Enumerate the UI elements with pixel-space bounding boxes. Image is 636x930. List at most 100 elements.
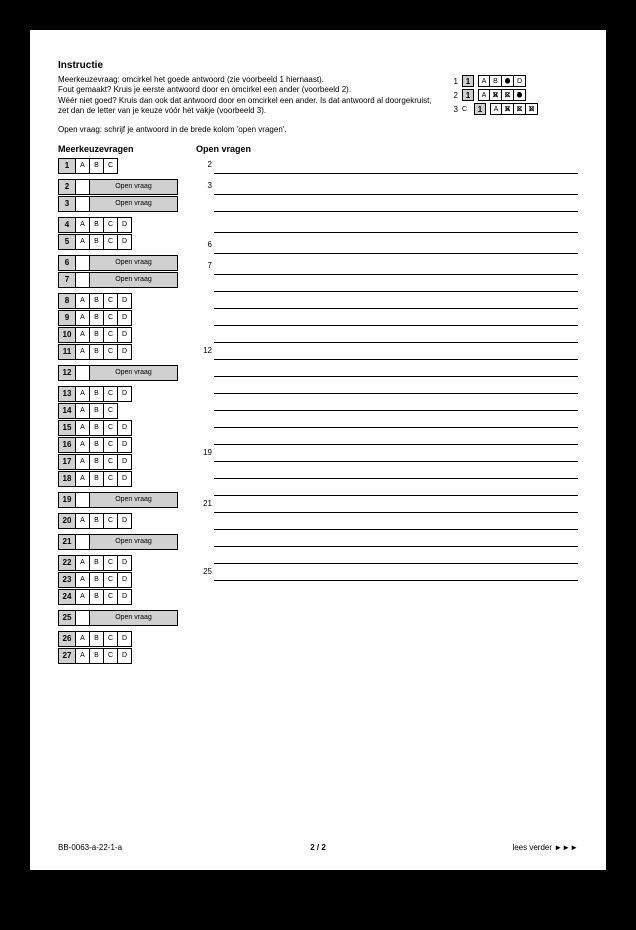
answer-cell-d[interactable]: D	[118, 631, 132, 647]
answer-cell-c[interactable]: C	[104, 327, 118, 343]
answer-cell-a[interactable]: A	[76, 403, 90, 419]
answer-cell-b[interactable]: B	[90, 310, 104, 326]
open-answer-line[interactable]	[214, 514, 578, 530]
answer-cell-c[interactable]: C	[104, 589, 118, 605]
answer-cell-d[interactable]: D	[118, 513, 132, 529]
answer-cell-c[interactable]: C	[104, 631, 118, 647]
answer-cell-b[interactable]: B	[90, 513, 104, 529]
answer-cell-a[interactable]: A	[76, 555, 90, 571]
answer-cell-c[interactable]: C	[104, 217, 118, 233]
answer-cell-b[interactable]: B	[90, 234, 104, 250]
answer-cell-c[interactable]: C	[104, 648, 118, 664]
answer-cell-a[interactable]: A	[76, 471, 90, 487]
answer-cell-d[interactable]: D	[118, 386, 132, 402]
answer-cell-c[interactable]: C	[104, 454, 118, 470]
answer-cell-b[interactable]: B	[90, 471, 104, 487]
answer-cell-d[interactable]: D	[118, 572, 132, 588]
answer-cell-a[interactable]: A	[76, 234, 90, 250]
open-answer-line[interactable]	[214, 395, 578, 411]
answer-cell-c[interactable]: C	[104, 310, 118, 326]
answer-cell-b[interactable]: B	[90, 158, 104, 174]
answer-cell-d[interactable]: D	[118, 454, 132, 470]
answer-cell-a[interactable]: A	[76, 217, 90, 233]
open-answer-line[interactable]	[214, 531, 578, 547]
answer-cell-a[interactable]: A	[76, 310, 90, 326]
answer-cell-a[interactable]: A	[76, 386, 90, 402]
answer-cell-d[interactable]: D	[118, 420, 132, 436]
answer-cell-a[interactable]: A	[76, 513, 90, 529]
open-answer-line[interactable]	[214, 179, 578, 195]
open-answer-line[interactable]	[214, 276, 578, 292]
answer-cell-b[interactable]: B	[90, 327, 104, 343]
answer-cell-c[interactable]: C	[104, 513, 118, 529]
columns: Meerkeuzevragen 1ABC2Open vraag3Open vra…	[58, 144, 578, 665]
answer-cell-b[interactable]: B	[90, 631, 104, 647]
answer-cell-b[interactable]: B	[90, 572, 104, 588]
open-answer-line[interactable]	[214, 378, 578, 394]
answer-cell-b[interactable]: B	[90, 648, 104, 664]
answer-cell-a[interactable]: A	[76, 454, 90, 470]
open-answer-line[interactable]	[214, 412, 578, 428]
answer-cell-c[interactable]: C	[104, 234, 118, 250]
answer-cell-b[interactable]: B	[90, 420, 104, 436]
answer-cell-c[interactable]: C	[104, 344, 118, 360]
open-answer-line[interactable]	[214, 238, 578, 254]
answer-cell-a[interactable]: A	[76, 589, 90, 605]
open-answer-line[interactable]	[214, 259, 578, 275]
answer-cell-c[interactable]: C	[104, 555, 118, 571]
answer-cell-a[interactable]: A	[76, 648, 90, 664]
answer-cell-c[interactable]: C	[104, 386, 118, 402]
answer-cell-c[interactable]: C	[104, 293, 118, 309]
answer-cell-b[interactable]: B	[90, 403, 104, 419]
answer-cell-a[interactable]: A	[76, 437, 90, 453]
answer-cell-d[interactable]: D	[118, 344, 132, 360]
answer-cell-a[interactable]: A	[76, 631, 90, 647]
answer-cell-a[interactable]: A	[76, 572, 90, 588]
answer-cell-d[interactable]: D	[118, 648, 132, 664]
open-answer-line[interactable]	[214, 217, 578, 233]
answer-cell-d[interactable]: D	[118, 471, 132, 487]
answer-cell-d[interactable]: D	[118, 293, 132, 309]
open-answer-line[interactable]	[214, 463, 578, 479]
answer-cell-b[interactable]: B	[90, 293, 104, 309]
answer-cell-a[interactable]: A	[76, 327, 90, 343]
open-answer-line[interactable]	[214, 158, 578, 174]
answer-cell-d[interactable]: D	[118, 234, 132, 250]
answer-cell-a[interactable]: A	[76, 344, 90, 360]
answer-cell-b[interactable]: B	[90, 217, 104, 233]
answer-cell-a[interactable]: A	[76, 158, 90, 174]
open-answer-line[interactable]	[214, 497, 578, 513]
answer-cell-d[interactable]: D	[118, 555, 132, 571]
answer-cell-d[interactable]: D	[118, 327, 132, 343]
open-answer-line[interactable]	[214, 361, 578, 377]
answer-cell-d[interactable]: D	[118, 310, 132, 326]
answer-cell-d[interactable]: D	[118, 217, 132, 233]
question-number: 15	[58, 420, 76, 436]
answer-cell-c[interactable]: C	[104, 403, 118, 419]
answer-cell-c[interactable]: C	[104, 572, 118, 588]
answer-cell-b[interactable]: B	[90, 344, 104, 360]
answer-cell-b[interactable]: B	[90, 589, 104, 605]
answer-cell-d[interactable]: D	[118, 437, 132, 453]
open-answer-line[interactable]	[214, 429, 578, 445]
answer-cell-c[interactable]: C	[104, 471, 118, 487]
open-answer-line[interactable]	[214, 344, 578, 360]
answer-cell-b[interactable]: B	[90, 454, 104, 470]
open-answer-line[interactable]	[214, 480, 578, 496]
answer-cell-a[interactable]: A	[76, 420, 90, 436]
answer-cell-b[interactable]: B	[90, 386, 104, 402]
open-answer-line[interactable]	[214, 293, 578, 309]
answer-cell-a[interactable]: A	[76, 293, 90, 309]
open-answer-line[interactable]	[214, 565, 578, 581]
open-answer-line[interactable]	[214, 196, 578, 212]
answer-cell-b[interactable]: B	[90, 437, 104, 453]
open-answer-line[interactable]	[214, 548, 578, 564]
answer-cell-b[interactable]: B	[90, 555, 104, 571]
answer-cell-d[interactable]: D	[118, 589, 132, 605]
open-answer-line[interactable]	[214, 327, 578, 343]
answer-cell-c[interactable]: C	[104, 437, 118, 453]
answer-cell-c[interactable]: C	[104, 420, 118, 436]
open-answer-line[interactable]	[214, 446, 578, 462]
open-answer-line[interactable]	[214, 310, 578, 326]
answer-cell-c[interactable]: C	[104, 158, 118, 174]
